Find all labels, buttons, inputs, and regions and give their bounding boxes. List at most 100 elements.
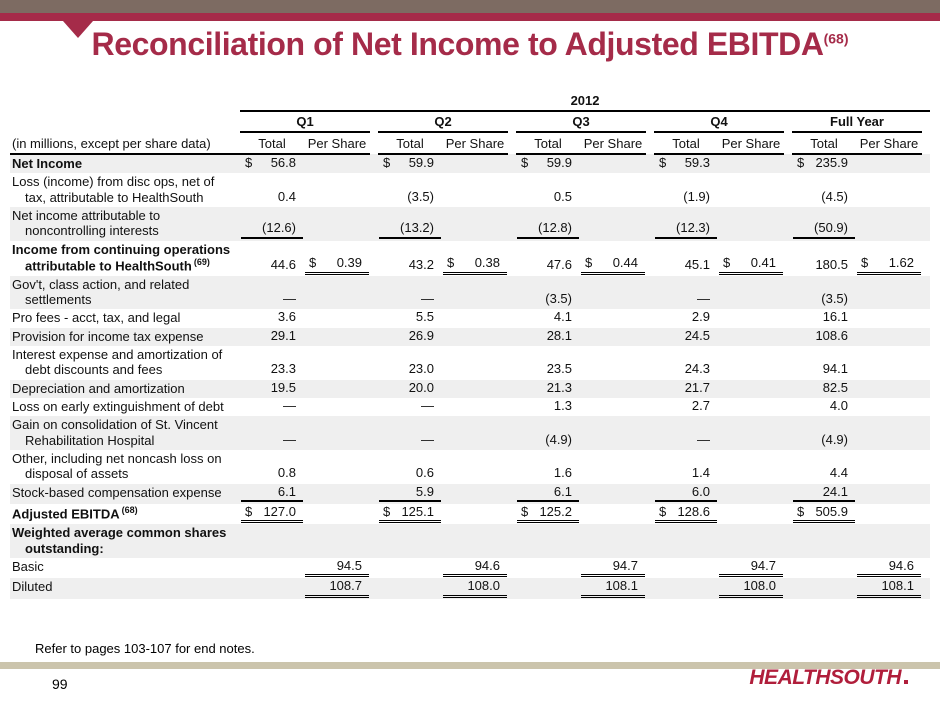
dollar-sign: $ (521, 154, 529, 170)
year-header-row: 2012 (10, 92, 931, 113)
row-label: Adjusted EBITDA (68) (12, 504, 138, 522)
cell-value: 94.7 (750, 557, 776, 573)
cell-per-share (304, 504, 370, 524)
cell-value: 29.1 (270, 327, 296, 343)
cell-per-share (304, 524, 370, 558)
top-bar (0, 0, 940, 13)
cell-per-share (856, 504, 922, 524)
cell-total: — (240, 276, 304, 310)
cell-per-share (304, 380, 370, 398)
cell-total: (1.9) (654, 173, 718, 207)
cell-per-share: 94.5 (304, 558, 370, 578)
endnotes-reference: Refer to pages 103-107 for end notes. (35, 641, 255, 656)
cell-total: (13.2) (378, 207, 442, 241)
cell-per-share (856, 154, 922, 173)
cell-per-share (442, 346, 508, 380)
cell-per-share: $0.38 (442, 241, 508, 276)
subheader-per-share: Per Share (718, 131, 784, 155)
cell-per-share: 94.7 (718, 558, 784, 578)
cell-value: 19.5 (270, 379, 296, 395)
subheader-per-share: Per Share (442, 131, 508, 155)
cell-value: 127.0 (263, 503, 296, 519)
row-label: Stock-based compensation expense (12, 484, 222, 500)
cell-value: (12.6) (262, 220, 296, 236)
cell-per-share (442, 276, 508, 310)
cell-total: 23.5 (516, 346, 580, 380)
cell-per-share (580, 207, 646, 241)
page-title-text: Reconciliation of Net Income to Adjusted… (91, 26, 824, 62)
cell-per-share (718, 398, 784, 416)
cell-per-share: $0.44 (580, 241, 646, 276)
footnote-ref: (69) (193, 256, 210, 267)
cell-per-share (304, 154, 370, 173)
subheader-row: (in millions, except per share data) Tot… (10, 131, 930, 155)
cell-per-share (442, 484, 508, 504)
cell-value: (12.3) (676, 220, 710, 236)
cell-total (792, 524, 856, 558)
cell-per-share (442, 450, 508, 484)
cell-per-share (304, 450, 370, 484)
dollar-sign: $ (659, 154, 667, 170)
cell-total: $59.9 (516, 154, 580, 173)
cell-value: 125.1 (401, 503, 434, 519)
cell-per-share (580, 504, 646, 524)
cell-total: $125.1 (378, 504, 442, 524)
cell-value: (50.9) (814, 220, 848, 236)
cell-total: 4.4 (792, 450, 856, 484)
cell-per-share (580, 398, 646, 416)
cell-total: $125.2 (516, 504, 580, 524)
year-header: 2012 (240, 92, 931, 113)
cell-per-share (304, 309, 370, 327)
row-label: Weighted average common shares outstandin… (12, 525, 227, 556)
cell-per-share: $1.62 (856, 241, 922, 276)
cell-total (792, 558, 856, 578)
table-row: Stock-based compensation expense 6.1 5.9 6.… (10, 483, 931, 504)
footnote-ref: (68) (121, 504, 138, 515)
cell-per-share (580, 380, 646, 398)
cell-per-share (856, 346, 922, 380)
period-header-q3: Q3 (516, 111, 646, 133)
subheader-total: Total (240, 131, 304, 155)
cell-value: (3.5) (821, 290, 848, 306)
cell-total: 0.6 (378, 450, 442, 484)
cell-per-share (304, 346, 370, 380)
subheader-total: Total (792, 131, 856, 155)
cell-total: (4.9) (792, 416, 856, 450)
cell-total: $56.8 (240, 154, 304, 173)
cell-total: 21.3 (516, 380, 580, 398)
cell-per-share (718, 276, 784, 310)
cell-total: 4.0 (792, 398, 856, 416)
cell-value: 128.6 (677, 503, 710, 519)
dollar-sign: $ (797, 503, 805, 519)
cell-value: 108.7 (329, 578, 362, 594)
cell-total: 2.9 (654, 309, 718, 327)
page-title: Reconciliation of Net Income to Adjusted… (0, 26, 940, 63)
cell-per-share (718, 484, 784, 504)
table-row: Net Income $56.8 $59.9 $59.9 $59.3 $235.9 (10, 153, 931, 174)
cell-total (240, 524, 304, 558)
cell-value: — (421, 290, 434, 306)
subheader-total: Total (654, 131, 718, 155)
row-label: Depreciation and amortization (12, 380, 185, 396)
cell-total: — (240, 416, 304, 450)
dollar-sign: $ (383, 503, 391, 519)
dollar-sign: $ (447, 255, 455, 271)
cell-total: — (378, 276, 442, 310)
cell-value: — (283, 290, 296, 306)
cell-total: 5.9 (378, 484, 442, 504)
row-label: Loss on early extinguishment of debt (12, 398, 224, 414)
cell-value: — (697, 290, 710, 306)
cell-total: 44.6 (240, 241, 304, 276)
cell-per-share (580, 276, 646, 310)
cell-value: 6.1 (277, 483, 296, 499)
period-header-spacer (10, 111, 240, 131)
cell-total: 0.5 (516, 173, 580, 207)
cell-value: 56.8 (270, 154, 296, 170)
cell-per-share (856, 398, 922, 416)
cell-total: 43.2 (378, 241, 442, 276)
cell-per-share (856, 328, 922, 346)
cell-total: 24.5 (654, 328, 718, 346)
cell-total: 47.6 (516, 241, 580, 276)
cell-total: 20.0 (378, 380, 442, 398)
